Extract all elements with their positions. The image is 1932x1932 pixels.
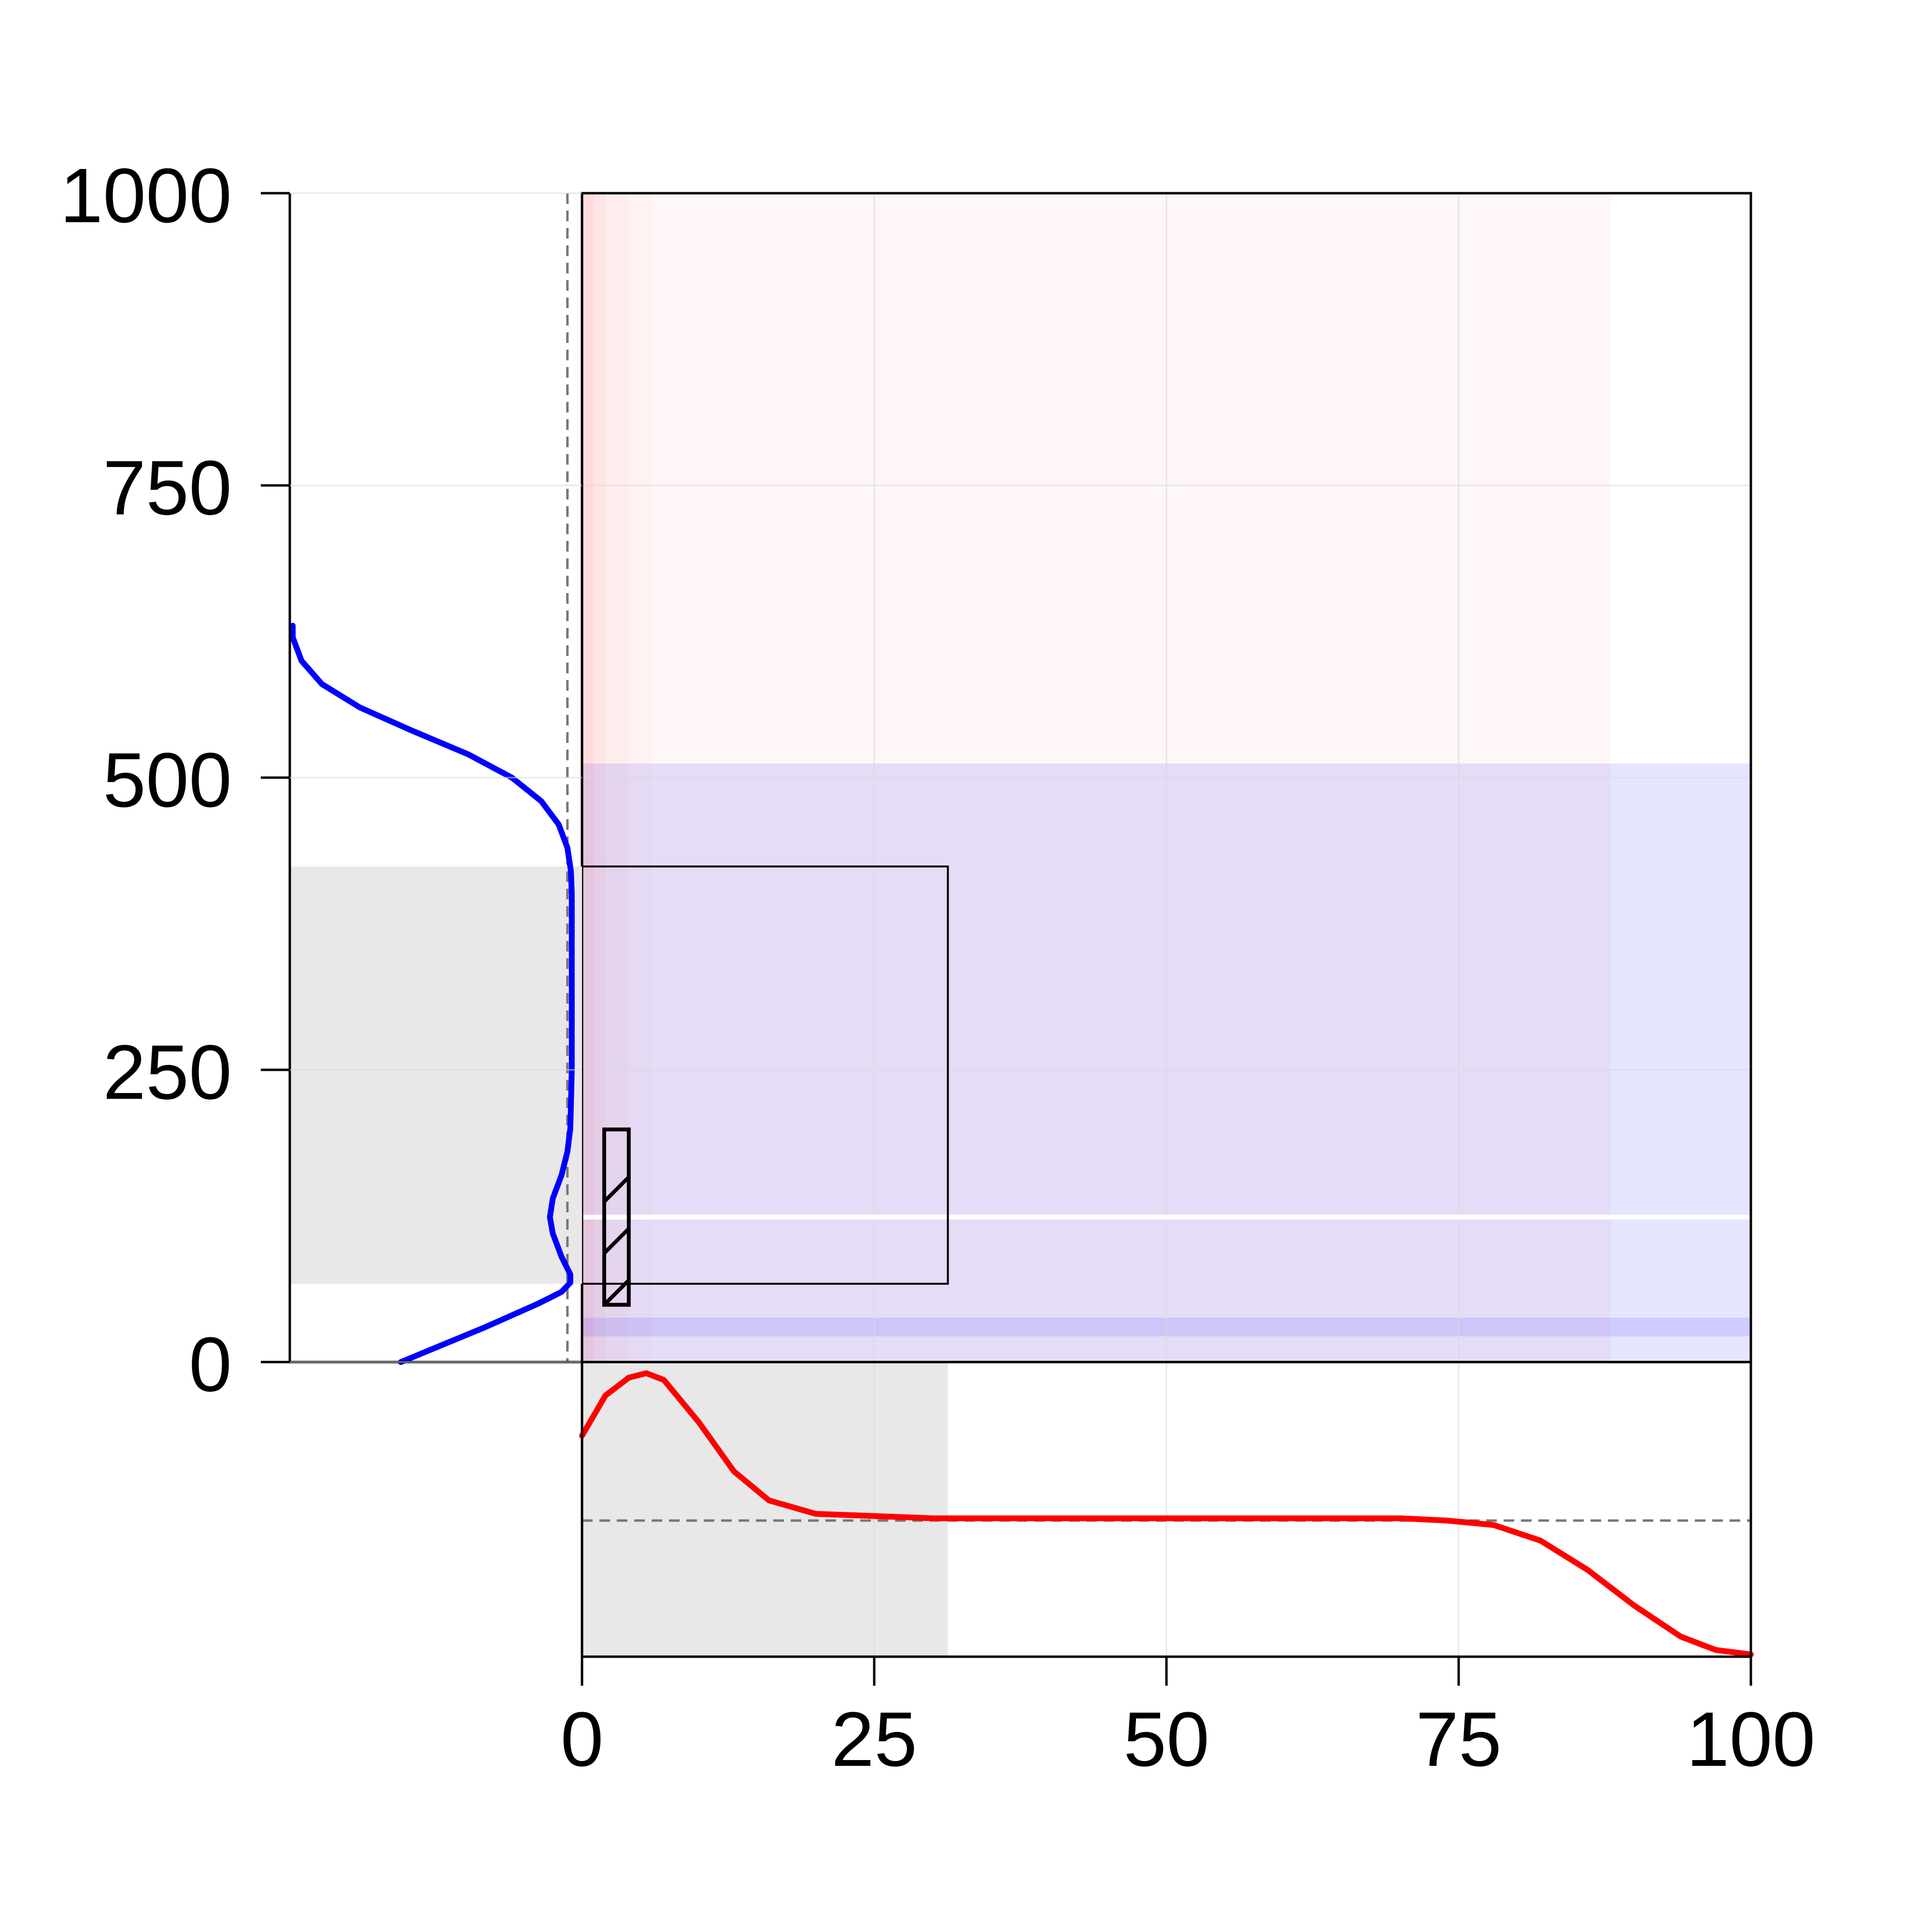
x-tick-label: 75 <box>1416 1696 1502 1782</box>
x-axis: 0 25 50 75 100 <box>561 1696 1816 1782</box>
x-tick-label: 25 <box>831 1696 917 1782</box>
left-gray-region <box>290 866 582 1284</box>
y-tick-label: 500 <box>103 737 232 823</box>
hatch-line <box>603 1279 630 1307</box>
x-tick-label: 100 <box>1687 1696 1816 1782</box>
hatch-line <box>603 1176 630 1203</box>
y-tick-label: 0 <box>189 1321 232 1407</box>
left-density-panel <box>261 192 582 1365</box>
y-tick-label: 1000 <box>60 152 232 239</box>
hatched-rectangle <box>602 1127 631 1307</box>
x-tick-label: 0 <box>561 1696 604 1782</box>
bottom-gray-region <box>582 1362 948 1657</box>
y-tick-label: 250 <box>103 1029 232 1115</box>
x-density-curve <box>579 1370 1754 1658</box>
y-axis: 0 250 500 750 1000 <box>60 152 232 1407</box>
x-tick-label: 50 <box>1123 1696 1209 1782</box>
hatch-line <box>603 1227 630 1255</box>
y-density-curve <box>290 623 575 1365</box>
main-panel <box>581 192 1752 1364</box>
bottom-density-panel <box>579 1361 1754 1686</box>
y-tick-label: 750 <box>103 444 232 531</box>
